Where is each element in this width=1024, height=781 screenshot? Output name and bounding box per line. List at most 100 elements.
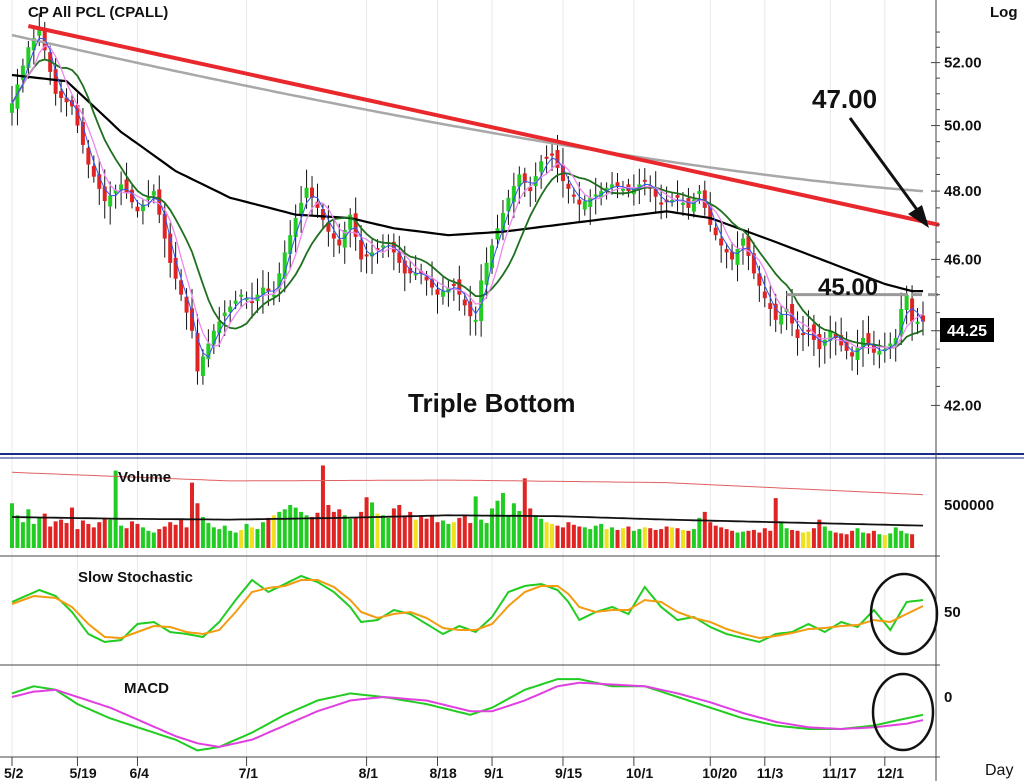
volume-bar [844,534,849,548]
volume-bar [550,523,555,548]
volume-bar [855,528,860,548]
down-trendline [27,24,940,227]
volume-bar [173,524,178,548]
candle-body [397,252,402,263]
volume-bar [479,519,484,548]
volume-bar [522,478,527,548]
candle-body [15,84,20,109]
candle-body [730,251,735,260]
volume-bar [190,482,195,548]
volume-bar [484,523,489,548]
volume-bar [364,497,369,548]
volume-bar [653,529,658,548]
candle-body [539,161,544,172]
volume-bar [146,530,151,548]
candle-body [790,304,795,324]
volume-tick-label: 500000 [944,497,994,514]
volume-bar [735,532,740,548]
volume-bar [277,511,282,548]
candle-body [359,240,364,260]
candle-body [108,195,113,207]
candle-body [724,249,729,253]
volume-bar [64,523,69,548]
candle-body [659,202,664,205]
volume-bar [260,522,265,548]
candle-body [555,150,560,168]
candle-body [762,291,767,299]
volume-bar [904,533,909,548]
volume-bar [31,523,36,548]
date-tick-label: 9/1 [484,765,504,781]
candle-body [757,273,762,286]
candle-body [206,343,211,360]
date-tick-label: 5/2 [4,765,24,781]
last-price-label: 44.25 [947,323,987,340]
volume-bar [582,527,587,548]
volume-bar [615,529,620,548]
candle-body [500,212,505,232]
volume-bar [124,528,129,548]
candle-body [462,299,467,306]
candle-body [582,201,587,210]
stochastic-tick-label: 50 [944,604,961,621]
volume-average-line [11,514,924,527]
volume-bar [910,534,915,548]
volume-bar [391,508,396,548]
candle-body [168,233,173,263]
candle-body [680,202,685,205]
stochastic-title: Slow Stochastic [78,569,193,586]
macd-line [11,678,924,752]
date-tick-label: 12/1 [877,765,904,781]
candle-body [844,340,849,351]
volume-bar [59,519,64,548]
candle-body [364,254,369,257]
candle-body [446,287,451,293]
candle-body [135,206,140,212]
candle-body [604,187,609,190]
volume-bar [326,505,331,548]
triple-bottom-annotation: Triple Bottom [408,388,576,418]
volume-bar [642,527,647,548]
volume-bar [413,519,418,548]
candle-body [310,187,315,198]
candle-body [675,195,680,198]
volume-bar [833,532,838,548]
stochastic-panel [11,572,939,656]
candle-body [59,90,64,98]
volume-bar [419,515,424,548]
volume-bar [871,530,876,548]
candle-body [37,29,42,36]
candle-body [577,199,582,205]
price-panel [10,13,940,385]
candle-body [533,176,538,187]
candle-body [200,356,205,376]
candle-body [740,238,745,246]
volume-bar [222,525,227,548]
candle-body [882,349,887,352]
candle-body [511,186,516,202]
volume-bar [211,527,216,548]
ma-10-line [11,45,924,349]
volume-bar [168,522,173,548]
candle-body [140,204,145,212]
volume-bar [359,511,364,548]
candle-body [522,173,527,183]
candle-body [31,38,36,51]
candle-body [517,174,522,187]
candle-body [795,329,800,339]
target-arrowhead [908,205,929,228]
volume-bar [217,529,222,548]
date-tick-label: 9/15 [555,765,582,781]
date-tick-label: 11/17 [822,765,856,781]
volume-bar [566,522,571,548]
volume-bar [899,530,904,548]
chart-title: CP All PCL (CPALL) [28,4,168,21]
candle-body [773,303,778,320]
volume-bar [544,522,549,548]
candle-body [266,288,271,292]
volume-bar [10,503,14,548]
volume-bar [702,511,707,548]
candle-body [348,214,353,230]
candle-body [588,197,593,208]
volume-bar [119,525,124,548]
